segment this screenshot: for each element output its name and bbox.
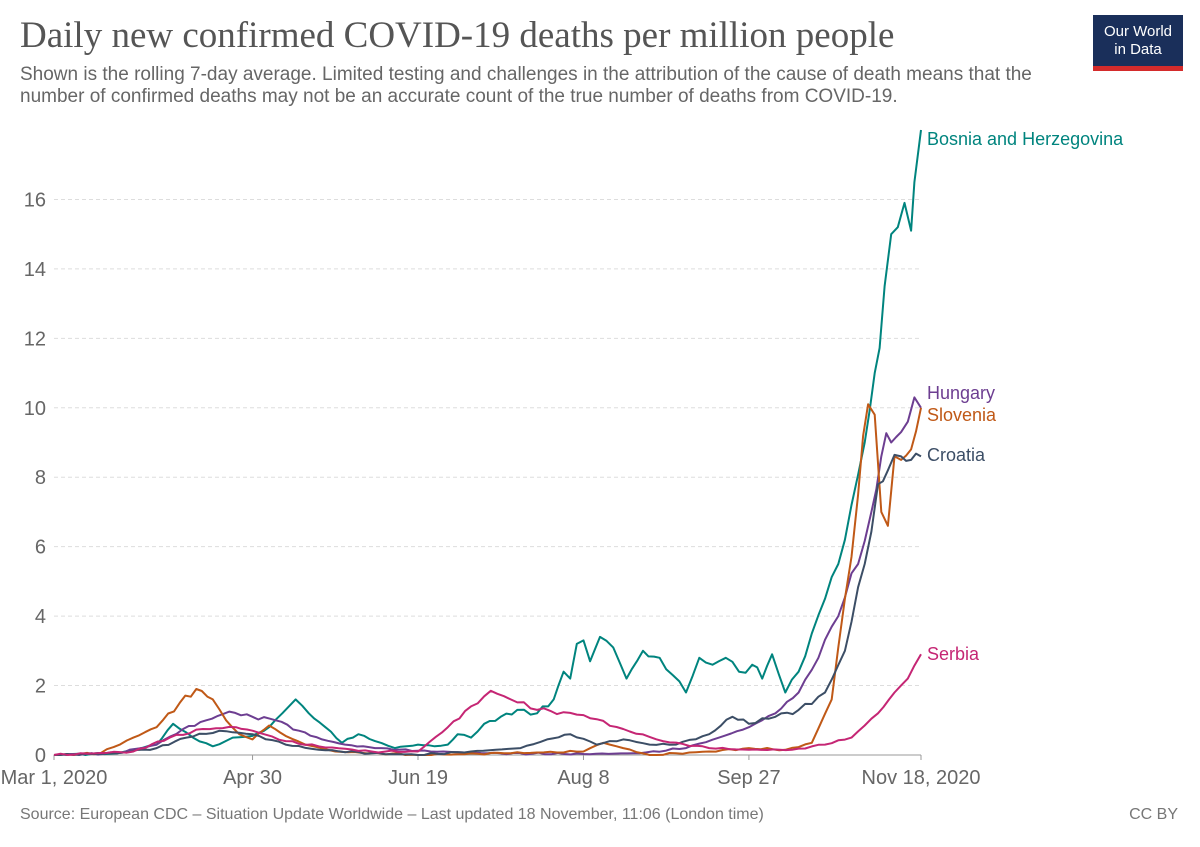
series-label-slovenia: Slovenia	[927, 405, 997, 425]
chart-title: Daily new confirmed COVID-19 deaths per …	[20, 15, 895, 56]
y-tick-label: 2	[35, 676, 46, 698]
x-tick-label: Mar 1, 2020	[1, 767, 108, 789]
y-tick-label: 12	[24, 328, 46, 350]
logo-line-2: in Data	[1114, 40, 1162, 58]
series-label-hungary: Hungary	[927, 383, 995, 403]
source-note: Source: European CDC – Situation Update …	[20, 806, 764, 823]
y-tick-label: 10	[24, 398, 46, 420]
x-tick-label: Apr 30	[223, 767, 282, 789]
y-tick-label: 8	[35, 467, 46, 489]
series-line-croatia	[53, 452, 922, 756]
y-tick-label: 16	[24, 189, 46, 211]
series-label-croatia: Croatia	[927, 445, 986, 465]
y-tick-label: 14	[24, 259, 46, 281]
y-tick-label: 0	[35, 745, 46, 767]
series-line-hungary	[54, 396, 922, 756]
series-line-slovenia	[53, 403, 922, 756]
x-tick-label: Nov 18, 2020	[862, 767, 981, 789]
logo-line-1: Our World	[1103, 22, 1173, 40]
y-tick-label: 6	[35, 537, 46, 559]
owid-logo[interactable]: Our World in Data	[1093, 15, 1183, 71]
series-line-serbia	[53, 653, 922, 756]
x-tick-label: Sep 27	[717, 767, 780, 789]
series-label-bosnia-and-herzegovina: Bosnia and Herzegovina	[927, 129, 1124, 149]
x-tick-label: Jun 19	[388, 767, 448, 789]
x-tick-label: Aug 8	[557, 767, 609, 789]
chart-subtitle: Shown is the rolling 7-day average. Limi…	[20, 64, 1032, 107]
y-tick-label: 4	[35, 606, 46, 628]
series-line-bosnia-and-herzegovina	[53, 129, 922, 756]
series-label-serbia: Serbia	[927, 644, 980, 664]
license-link[interactable]: CC BY	[1129, 806, 1178, 823]
